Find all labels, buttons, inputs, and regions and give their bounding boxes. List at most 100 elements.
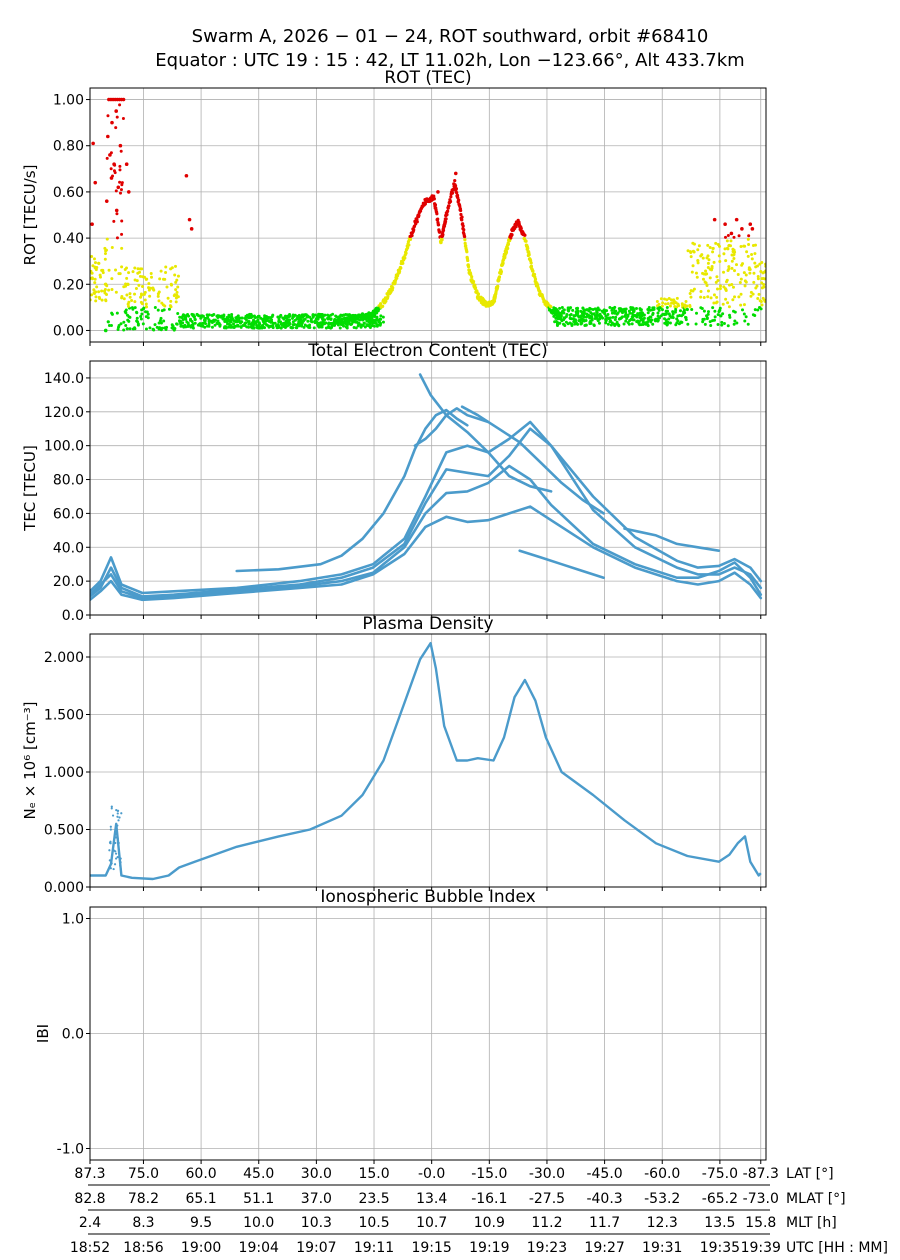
- rot-point: [135, 316, 139, 320]
- rot-point: [112, 219, 116, 223]
- rot-point: [715, 295, 719, 299]
- rot-point: [122, 297, 126, 301]
- rot-point: [141, 322, 145, 326]
- rot-point: [163, 277, 167, 281]
- rot-point: [191, 313, 195, 317]
- rot-point: [243, 316, 247, 320]
- rot-point: [662, 312, 666, 316]
- rot-point: [109, 324, 113, 328]
- rot-point: [680, 320, 684, 324]
- rot-point: [717, 244, 721, 248]
- y-tick-label: 0.0: [62, 1027, 84, 1043]
- rot-point: [94, 299, 98, 303]
- rot-point: [119, 149, 123, 153]
- rot-point: [332, 323, 336, 327]
- rot-point: [553, 320, 557, 324]
- rot-point: [701, 320, 705, 324]
- rot-point: [176, 274, 180, 278]
- rot-point: [743, 284, 747, 288]
- rot-point: [114, 189, 118, 193]
- rot-point: [619, 307, 623, 311]
- rot-point: [676, 319, 680, 323]
- rot-point: [712, 260, 716, 264]
- rot-point: [721, 312, 725, 316]
- rot-point: [341, 322, 345, 326]
- rot-point: [375, 315, 379, 319]
- rot-point: [691, 264, 695, 268]
- rot-point: [381, 304, 385, 308]
- rot-point: [655, 300, 659, 304]
- rot-point: [349, 323, 353, 327]
- rot-point: [130, 299, 134, 303]
- rot-point: [497, 278, 501, 282]
- rot-point: [127, 300, 131, 304]
- rot-point: [128, 295, 132, 299]
- rot-point: [295, 316, 299, 320]
- rot-point: [443, 220, 448, 224]
- rot-point: [300, 323, 304, 327]
- rot-point: [109, 167, 113, 171]
- rot-point: [126, 190, 131, 194]
- rot-point: [739, 277, 743, 281]
- rot-point: [678, 309, 682, 313]
- rot-point: [152, 328, 156, 332]
- rot-point: [297, 320, 301, 324]
- rot-point: [747, 267, 751, 271]
- rot-point: [118, 143, 123, 148]
- rot-point: [131, 327, 135, 331]
- y-tick-label: 80.0: [53, 473, 84, 489]
- rot-point: [326, 313, 330, 317]
- rot-point: [615, 312, 619, 316]
- rot-point: [444, 217, 448, 221]
- rot-point: [701, 277, 705, 281]
- rot-point: [101, 271, 105, 275]
- rot-point: [207, 324, 211, 328]
- rot-point: [310, 320, 314, 324]
- rot-point: [626, 321, 630, 325]
- rot-point: [164, 265, 168, 269]
- density-point: [110, 805, 113, 808]
- rot-point: [454, 187, 459, 191]
- rot-point: [603, 309, 607, 313]
- rot-point: [686, 249, 690, 253]
- rot-point: [688, 303, 692, 307]
- density-point: [117, 841, 120, 845]
- rot-point: [354, 320, 358, 324]
- rot-point: [136, 267, 140, 271]
- rot-point: [196, 323, 200, 327]
- rot-point: [706, 243, 710, 247]
- rot-point: [120, 232, 124, 236]
- rot-point: [563, 324, 567, 328]
- rot-point: [370, 317, 374, 321]
- rot-point: [195, 312, 199, 316]
- rot-point: [572, 314, 576, 318]
- rot-point: [638, 307, 642, 311]
- density-point: [116, 856, 119, 859]
- rot-point: [92, 291, 96, 295]
- rot-point: [743, 244, 747, 248]
- rot-point: [504, 250, 509, 254]
- rot-point: [695, 275, 699, 279]
- rot-point: [305, 314, 309, 318]
- panels: 0.00 0.20 0.40 0.60 0.80 1.00 ROT (TEC) ROT [TE…: [21, 68, 767, 1164]
- rot-point: [92, 288, 96, 292]
- rot-point: [381, 315, 385, 319]
- rot-point: [249, 325, 253, 329]
- rot-point: [730, 282, 734, 286]
- x-tick-label: 19:15: [411, 1240, 451, 1256]
- rot-point: [706, 254, 710, 258]
- rot-point: [742, 303, 746, 307]
- rot-point: [121, 117, 125, 121]
- x-tick-label: -60.0: [644, 1166, 680, 1182]
- rot-point: [165, 285, 169, 289]
- rot-point: [714, 301, 718, 305]
- rot-point: [317, 321, 321, 325]
- x-tick-label: 19:27: [584, 1240, 624, 1256]
- rot-point: [753, 252, 757, 256]
- y-tick-label: 0.60: [53, 185, 84, 201]
- rot-point: [725, 278, 729, 282]
- rot-point: [139, 292, 143, 296]
- rot-point: [731, 298, 735, 302]
- rot-point: [133, 266, 137, 270]
- y-tick-label: 0.0: [62, 608, 84, 624]
